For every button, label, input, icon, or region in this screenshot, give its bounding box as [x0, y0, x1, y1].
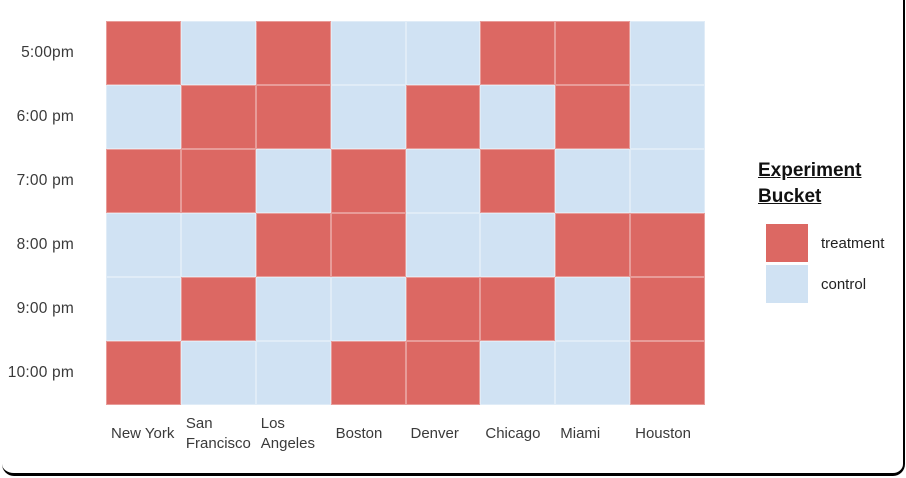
heatmap-cell — [106, 21, 181, 85]
heatmap-cell — [480, 21, 556, 85]
heatmap-cell — [255, 85, 331, 149]
heatmap-cell — [555, 341, 631, 405]
heatmap-cell — [106, 277, 181, 341]
heatmap-cell — [255, 149, 331, 213]
heatmap-cell — [405, 21, 481, 85]
time-axis-label: 6:00 pm — [16, 108, 74, 125]
heatmap-cell — [330, 85, 406, 149]
legend-item-treatment: treatment — [766, 224, 906, 263]
time-axis-label: 9:00 pm — [16, 300, 74, 317]
city-axis-label: Los Angeles — [260, 414, 315, 452]
city-axis-label: San Francisco — [185, 414, 251, 452]
heatmap-cell — [106, 341, 181, 405]
heatmap-cell — [330, 149, 406, 213]
time-axis: 5:00pm 6:00 pm 7:00 pm 8:00 pm 9:00 pm 10:00 … — [0, 21, 80, 405]
time-axis-label: 7:00 pm — [16, 172, 74, 189]
legend: Experiment Bucket treatment control — [758, 158, 906, 306]
city-axis-label: Chicago — [485, 424, 541, 442]
heatmap-cell — [555, 213, 631, 277]
heatmap-cell — [180, 85, 256, 149]
heatmap-cell — [405, 341, 481, 405]
heatmap-cell — [106, 149, 181, 213]
heatmap-cell — [480, 213, 556, 277]
heatmap-cell — [106, 85, 181, 149]
city-axis-label: Denver — [410, 424, 459, 442]
heatmap-cell — [405, 149, 481, 213]
time-axis-label: 10:00 pm — [7, 364, 74, 381]
heatmap-cell — [180, 341, 256, 405]
heatmap-cell — [480, 277, 556, 341]
heatmap-cell — [330, 213, 406, 277]
heatmap-cell — [330, 341, 406, 405]
heatmap-cell — [255, 21, 331, 85]
legend-swatch-control — [766, 265, 808, 304]
heatmap-cell — [480, 85, 556, 149]
city-axis-label: Miami — [560, 424, 601, 442]
heatmap-cell — [480, 341, 556, 405]
city-axis: New York San Francisco Los Angeles Boston De… — [106, 411, 705, 457]
heatmap-cell — [630, 21, 705, 85]
heatmap-cell — [405, 277, 481, 341]
legend-title: Experiment Bucket — [758, 160, 862, 207]
time-axis-label: 8:00 pm — [16, 236, 74, 253]
legend-items: treatment control — [758, 224, 906, 304]
city-axis-label: Houston — [635, 424, 691, 442]
heatmap-cell — [180, 213, 256, 277]
heatmap-cell — [180, 149, 256, 213]
heatmap-cell — [555, 85, 631, 149]
city-axis-label: New York — [111, 424, 175, 442]
legend-item-control: control — [766, 265, 906, 304]
heatmap-cell — [630, 341, 705, 405]
time-axis-label: 5:00pm — [21, 44, 74, 61]
city-axis-label: Boston — [335, 424, 383, 442]
heatmap-cell — [555, 21, 631, 85]
heatmap-cell — [330, 21, 406, 85]
heatmap-cell — [255, 213, 331, 277]
heatmap-cell — [555, 277, 631, 341]
heatmap-cell — [405, 85, 481, 149]
heatmap-cell — [255, 341, 331, 405]
heatmap-cell — [180, 277, 256, 341]
heatmap-cell — [630, 85, 705, 149]
heatmap-cell — [630, 277, 705, 341]
heatmap-cell — [630, 213, 705, 277]
heatmap-cell — [480, 149, 556, 213]
legend-swatch-treatment — [766, 224, 808, 263]
legend-item-label: treatment — [821, 234, 885, 252]
heatmap-cell — [330, 277, 406, 341]
heatmap-cell — [180, 21, 256, 85]
heatmap-cell — [255, 277, 331, 341]
heatmap-cell — [405, 213, 481, 277]
heatmap-cell — [106, 213, 181, 277]
heatmap-grid — [106, 21, 705, 405]
heatmap-cell — [555, 149, 631, 213]
legend-item-label: control — [821, 275, 867, 293]
heatmap-cell — [630, 149, 705, 213]
